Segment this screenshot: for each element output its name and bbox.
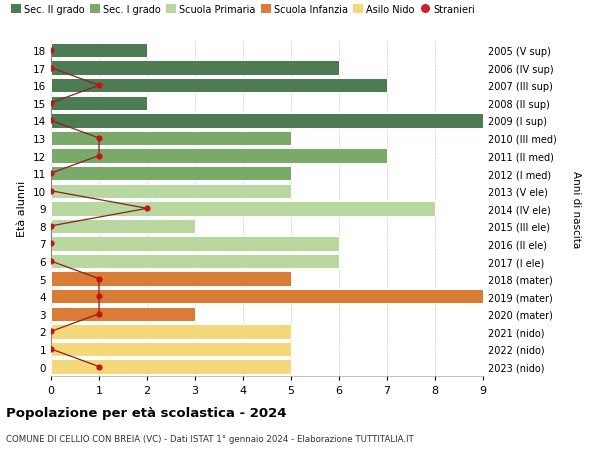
Legend: Sec. II grado, Sec. I grado, Scuola Primaria, Scuola Infanzia, Asilo Nido, Stran: Sec. II grado, Sec. I grado, Scuola Prim… <box>11 5 475 15</box>
Bar <box>51 219 195 234</box>
Point <box>46 223 56 230</box>
Point <box>94 135 104 142</box>
Bar <box>51 96 147 111</box>
Bar <box>51 237 339 251</box>
Bar <box>51 167 291 181</box>
Bar <box>51 149 387 163</box>
Bar <box>51 359 291 374</box>
Y-axis label: Età alunni: Età alunni <box>17 181 28 237</box>
Point <box>94 293 104 300</box>
Point <box>142 205 152 213</box>
Point <box>46 240 56 247</box>
Point <box>46 100 56 107</box>
Point <box>46 258 56 265</box>
Point <box>94 275 104 283</box>
Point <box>46 170 56 178</box>
Point <box>94 310 104 318</box>
Point <box>46 65 56 72</box>
Point <box>46 328 56 336</box>
Bar <box>51 289 483 304</box>
Bar <box>51 131 291 146</box>
Text: Popolazione per età scolastica - 2024: Popolazione per età scolastica - 2024 <box>6 406 287 419</box>
Bar <box>51 272 291 286</box>
Bar <box>51 254 339 269</box>
Point <box>94 82 104 90</box>
Point <box>46 47 56 55</box>
Bar <box>51 114 483 129</box>
Point <box>94 152 104 160</box>
Bar <box>51 44 147 58</box>
Bar <box>51 325 291 339</box>
Bar <box>51 342 291 356</box>
Bar <box>51 79 387 93</box>
Point <box>46 188 56 195</box>
Point <box>46 346 56 353</box>
Y-axis label: Anni di nascita: Anni di nascita <box>571 170 581 247</box>
Bar <box>51 202 435 216</box>
Bar <box>51 184 291 198</box>
Point <box>46 118 56 125</box>
Bar <box>51 62 339 76</box>
Text: COMUNE DI CELLIO CON BREIA (VC) - Dati ISTAT 1° gennaio 2024 - Elaborazione TUTT: COMUNE DI CELLIO CON BREIA (VC) - Dati I… <box>6 434 414 443</box>
Bar <box>51 307 195 321</box>
Point <box>94 363 104 370</box>
